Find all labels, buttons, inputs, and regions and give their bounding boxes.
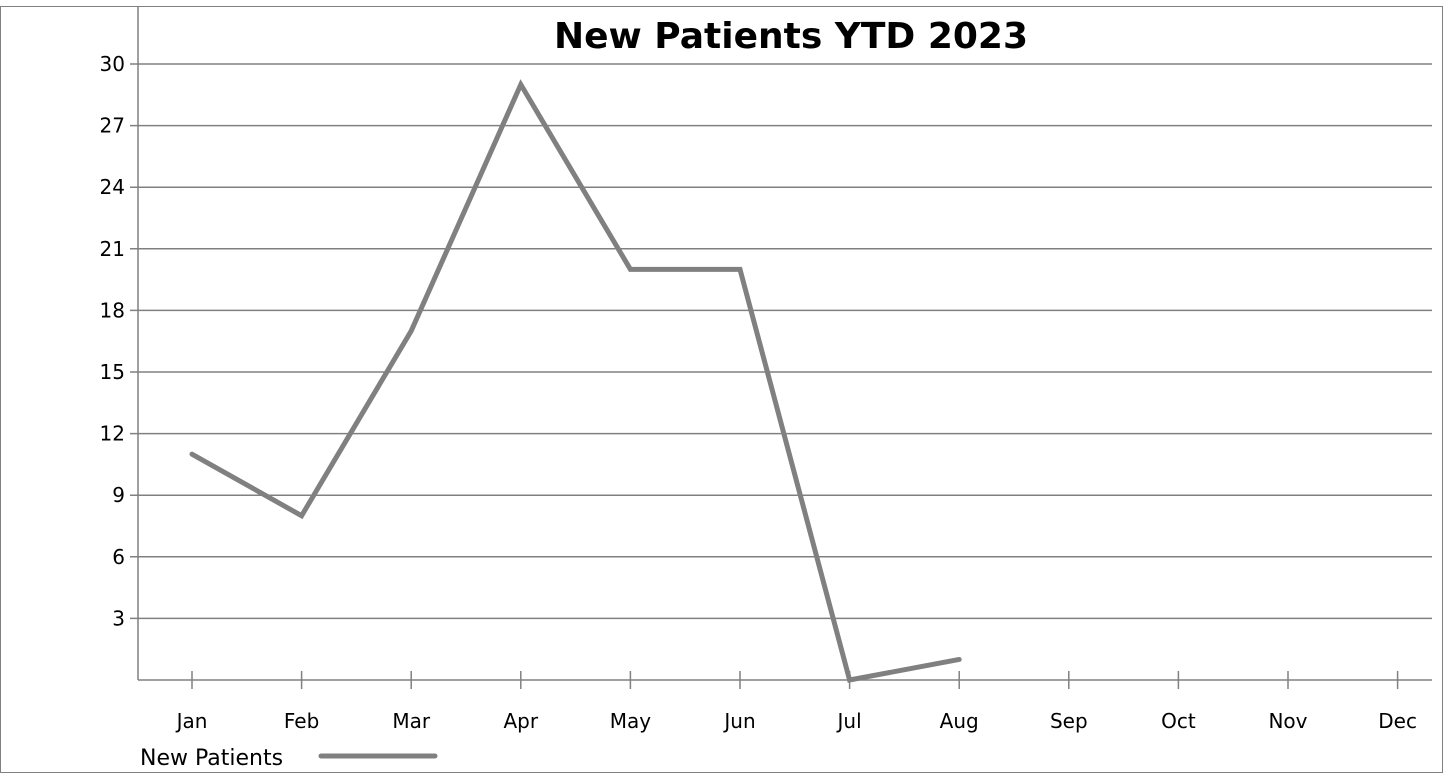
y-tick-label: 12	[100, 422, 125, 446]
x-tick-label: Apr	[503, 709, 538, 733]
x-tick-label: Nov	[1268, 709, 1307, 733]
y-tick-label: 24	[100, 175, 125, 199]
x-tick-label: Jan	[175, 709, 208, 733]
y-axis-ticks: 3 6 9 12 15 18 21 24 27 30	[100, 52, 125, 630]
chart-title: New Patients YTD 2023	[554, 16, 1028, 57]
x-tick-label: Mar	[392, 709, 431, 733]
x-tick-label: Sep	[1050, 709, 1088, 733]
y-tick-label: 18	[100, 298, 125, 322]
y-tick-label: 9	[112, 483, 125, 507]
series-line-new-patients	[189, 79, 962, 683]
y-tick-label: 15	[100, 360, 125, 384]
x-axis-ticks: Jan Feb Mar Apr May Jun Jul Aug Sep Oct Nov Dec	[175, 671, 1417, 733]
x-tick-label: Aug	[940, 709, 979, 733]
x-tick-label: Feb	[284, 709, 319, 733]
x-tick-label: Oct	[1161, 709, 1196, 733]
y-tick-label: 6	[112, 545, 125, 569]
y-tick-label: 27	[100, 114, 125, 138]
legend: New Patients	[140, 746, 438, 771]
series-lines	[189, 79, 962, 683]
grid-lines	[130, 63, 1432, 620]
x-tick-label: Dec	[1378, 709, 1417, 733]
legend-label: New Patients	[140, 746, 283, 771]
chart-border	[0, 6, 1443, 773]
y-tick-label: 21	[100, 237, 125, 261]
y-tick-label: 3	[112, 606, 125, 630]
x-tick-label: May	[610, 709, 652, 733]
axes	[137, 6, 1432, 681]
y-tick-label: 30	[100, 52, 125, 76]
x-tick-label: Jun	[722, 709, 755, 733]
x-tick-label: Jul	[836, 709, 862, 733]
